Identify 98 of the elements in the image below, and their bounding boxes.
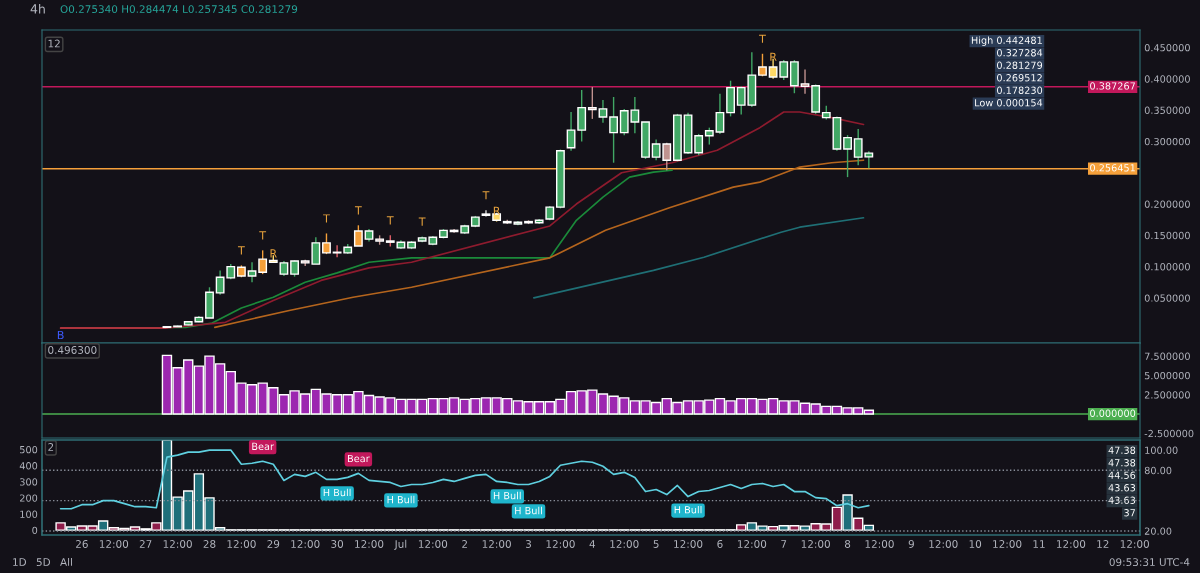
annotation: T xyxy=(418,217,426,226)
ref-line-label: 0.000000 xyxy=(1090,409,1136,417)
x-tick-label: 12:00 xyxy=(610,540,639,548)
x-tick-label: 28 xyxy=(203,540,216,548)
y-tick-label: 2.500000 xyxy=(1144,391,1190,399)
y2-tick-label: 80.00 xyxy=(1144,466,1172,475)
ref-line-label: 0.387267 xyxy=(1090,82,1135,90)
annotation: 43.63 xyxy=(1108,496,1136,504)
x-tick-label: 7 xyxy=(781,540,787,548)
text: 1D xyxy=(13,558,27,566)
x-tick-label: 5 xyxy=(653,540,659,548)
y-tick-label: 7.500000 xyxy=(1144,352,1190,360)
annotation: T xyxy=(759,34,766,43)
annotation: 44.56 xyxy=(1108,471,1136,479)
annotation: H Bull xyxy=(674,505,702,514)
y-tick-label: 400 xyxy=(19,462,38,470)
annotation: R xyxy=(770,52,777,61)
y-tick-label: 500 xyxy=(20,445,38,454)
annotation: Low 0.000154 xyxy=(975,99,1043,107)
x-tick-label: 12:00 xyxy=(418,540,448,548)
x-tick-label: 12:00 xyxy=(291,540,320,548)
x-tick-label: 12:00 xyxy=(993,540,1022,548)
annotation: T xyxy=(323,214,330,223)
y-tick-label: 0.300000 xyxy=(1144,137,1190,146)
chart-subtitle: O0.275340 H0.284474 L0.257345 C0.281279 xyxy=(60,5,298,14)
annotation: 0.327284 xyxy=(997,49,1043,57)
x-tick-label: 8 xyxy=(844,540,851,548)
y-tick-label: 0.100000 xyxy=(1144,263,1190,271)
y-tick-label: 0 xyxy=(32,526,38,534)
text: 5D xyxy=(36,558,51,567)
y-tick-label: -2.500000 xyxy=(1144,429,1194,438)
annotation: 0.178230 xyxy=(997,86,1043,94)
x-tick-label: 12:00 xyxy=(546,540,575,548)
x-tick-label: 12:00 xyxy=(99,540,129,548)
x-tick-label: 10 xyxy=(969,540,982,548)
annotation: B xyxy=(57,330,64,340)
text: All xyxy=(60,557,72,566)
y-tick-label: 0.350000 xyxy=(1144,106,1190,114)
x-tick-label: 29 xyxy=(267,540,280,548)
x-tick-label: 9 xyxy=(908,540,914,548)
annotation: 47.38 xyxy=(1108,459,1136,467)
y-tick-label: 0.050000 xyxy=(1144,294,1190,302)
y-tick-label: 0.450000 xyxy=(1144,44,1190,52)
chart-title: 4h xyxy=(30,3,45,14)
x-tick-label: 11 xyxy=(1033,540,1045,548)
annotation: 0.281279 xyxy=(997,61,1043,69)
x-tick-label: 27 xyxy=(139,540,152,548)
annotation: 47.38 xyxy=(1108,446,1136,454)
x-tick-label: 12:00 xyxy=(227,540,256,548)
x-tick-label: 12 xyxy=(1097,540,1109,548)
y-tick-label: 0.150000 xyxy=(1144,231,1190,240)
y-tick-label: 200 xyxy=(19,494,38,502)
ref-line-label: 0.256451 xyxy=(1090,164,1135,172)
x-tick-label: 12:00 xyxy=(163,540,192,548)
x-tick-label: 3 xyxy=(526,540,531,548)
x-tick-label: 12:00 xyxy=(355,540,384,548)
annotation: H Bull xyxy=(323,488,351,497)
y2-tick-label: 20.00 xyxy=(1144,527,1172,535)
x-tick-label: 12:00 xyxy=(865,540,894,548)
x-tick-label: 12:00 xyxy=(482,540,511,548)
annotation: T xyxy=(386,216,394,225)
x-tick-label: 12:00 xyxy=(801,540,830,548)
annotation: T xyxy=(482,191,490,200)
text: 09:53:31 UTC-4 xyxy=(1109,558,1190,567)
annotation: 0.269512 xyxy=(997,74,1042,82)
annotation: 0.496300 xyxy=(48,346,97,354)
annotation: 37 xyxy=(1124,509,1135,517)
annotation: Bear xyxy=(252,442,274,451)
annotation: R xyxy=(493,206,501,215)
y2-tick-label: 100.00 xyxy=(1145,446,1178,454)
annotation: High 0.442481 xyxy=(971,36,1042,46)
annotation: R xyxy=(270,249,277,258)
x-tick-label: 12:00 xyxy=(674,540,703,548)
y-tick-label: 300 xyxy=(20,478,38,486)
annotation: H Bull xyxy=(387,495,415,504)
x-tick-label: 12:00 xyxy=(929,540,958,548)
x-tick-label: 2 xyxy=(462,540,467,548)
annotation: 43.63 xyxy=(1108,484,1136,492)
y-tick-label: 0.200000 xyxy=(1144,200,1190,208)
annotation: T xyxy=(237,246,245,255)
x-tick-label: 26 xyxy=(76,540,88,548)
y-tick-label: 5.000000 xyxy=(1144,371,1190,380)
x-tick-label: 12:00 xyxy=(1120,540,1149,548)
y-tick-label: 100 xyxy=(20,510,38,518)
annotation: Bear xyxy=(348,454,370,463)
annotation: 2 xyxy=(48,443,54,451)
annotation: 12 xyxy=(48,39,60,48)
x-tick-label: Jul xyxy=(394,539,407,550)
annotation: H Bull xyxy=(493,491,521,500)
x-tick-label: 30 xyxy=(331,540,344,548)
x-tick-label: 4 xyxy=(589,540,596,548)
annotation: T xyxy=(259,231,267,240)
annotation: T xyxy=(354,206,362,215)
annotation: H Bull xyxy=(515,506,542,515)
x-tick-label: 12:00 xyxy=(1057,540,1086,548)
x-tick-label: 12:00 xyxy=(737,540,767,548)
y-tick-label: 0.400000 xyxy=(1144,75,1190,83)
x-tick-label: 6 xyxy=(717,540,723,548)
